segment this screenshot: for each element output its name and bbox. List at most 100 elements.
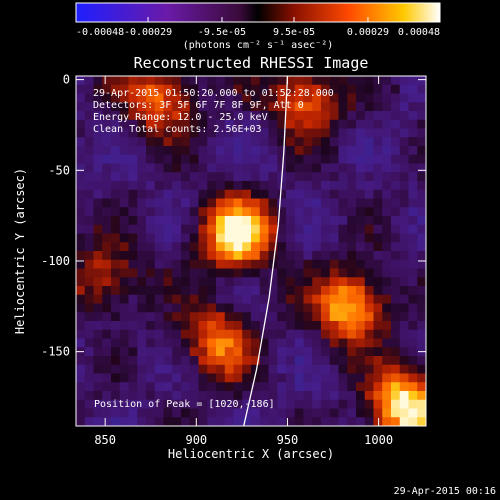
heatmap-cell bbox=[347, 190, 356, 199]
heatmap-cell bbox=[190, 286, 199, 295]
heatmap-cell bbox=[365, 76, 374, 85]
heatmap-cell bbox=[129, 339, 138, 348]
heatmap-cell bbox=[155, 242, 164, 251]
heatmap-cell bbox=[251, 199, 260, 208]
heatmap-cell bbox=[409, 242, 418, 251]
heatmap-cell bbox=[312, 269, 321, 278]
heatmap-cell bbox=[277, 260, 286, 269]
heatmap-cell bbox=[382, 85, 391, 94]
heatmap-cell bbox=[137, 76, 146, 85]
heatmap-cell bbox=[85, 190, 94, 199]
heatmap-cell bbox=[111, 207, 120, 216]
heatmap-cell bbox=[172, 365, 181, 374]
heatmap-cell bbox=[400, 339, 409, 348]
heatmap-cell bbox=[199, 225, 208, 234]
heatmap-cell bbox=[225, 277, 234, 286]
heatmap-cell bbox=[365, 225, 374, 234]
heatmap-cell bbox=[120, 172, 129, 181]
heatmap-cell bbox=[365, 234, 374, 243]
heatmap-cell bbox=[269, 111, 278, 120]
heatmap-cell bbox=[277, 365, 286, 374]
heatmap-cell bbox=[199, 190, 208, 199]
heatmap-cell bbox=[111, 199, 120, 208]
heatmap-cell bbox=[85, 164, 94, 173]
heatmap-cell bbox=[102, 76, 111, 85]
heatmap-cell bbox=[164, 304, 173, 313]
heatmap-cell bbox=[339, 242, 348, 251]
heatmap-cell bbox=[374, 164, 383, 173]
heatmap-cell bbox=[374, 295, 383, 304]
heatmap-cell bbox=[190, 382, 199, 391]
heatmap-cell bbox=[129, 190, 138, 199]
heatmap-cell bbox=[347, 172, 356, 181]
heatmap-cell bbox=[417, 330, 426, 339]
heatmap-cell bbox=[146, 155, 155, 164]
heatmap-cell bbox=[365, 146, 374, 155]
heatmap-cell bbox=[181, 137, 190, 146]
heatmap-cell bbox=[242, 304, 251, 313]
heatmap-cell bbox=[199, 199, 208, 208]
heatmap-cell bbox=[234, 155, 243, 164]
heatmap-cell bbox=[129, 199, 138, 208]
heatmap-cell bbox=[339, 94, 348, 103]
heatmap-cell bbox=[365, 312, 374, 321]
heatmap-cell bbox=[251, 164, 260, 173]
heatmap-cell bbox=[120, 347, 129, 356]
heatmap-cell bbox=[76, 400, 85, 409]
heatmap-cell bbox=[269, 137, 278, 146]
heatmap-cell bbox=[234, 417, 243, 426]
heatmap-cell bbox=[260, 155, 269, 164]
heatmap-cell bbox=[181, 304, 190, 313]
heatmap-cell bbox=[102, 356, 111, 365]
heatmap-cell bbox=[190, 374, 199, 383]
heatmap-cell bbox=[155, 277, 164, 286]
heatmap-cell bbox=[199, 339, 208, 348]
heatmap-cell bbox=[382, 417, 391, 426]
heatmap-cell bbox=[304, 269, 313, 278]
heatmap-cell bbox=[286, 172, 295, 181]
heatmap-cell bbox=[391, 339, 400, 348]
heatmap-cell bbox=[330, 330, 339, 339]
heatmap-cell bbox=[356, 199, 365, 208]
heatmap-cell bbox=[155, 190, 164, 199]
heatmap-cell bbox=[400, 347, 409, 356]
heatmap-cell bbox=[400, 312, 409, 321]
heatmap-cell bbox=[374, 260, 383, 269]
heatmap-cell bbox=[356, 155, 365, 164]
heatmap-cell bbox=[181, 365, 190, 374]
heatmap-cell bbox=[391, 234, 400, 243]
heatmap-cell bbox=[269, 146, 278, 155]
heatmap-cell bbox=[199, 234, 208, 243]
heatmap-cell bbox=[260, 242, 269, 251]
heatmap-cell bbox=[242, 269, 251, 278]
heatmap-cell bbox=[382, 207, 391, 216]
heatmap-cell bbox=[382, 137, 391, 146]
heatmap-cell bbox=[391, 295, 400, 304]
heatmap-cell bbox=[277, 199, 286, 208]
heatmap-cell bbox=[102, 225, 111, 234]
heatmap-cell bbox=[321, 286, 330, 295]
heatmap-cell bbox=[242, 260, 251, 269]
heatmap-cell bbox=[172, 76, 181, 85]
heatmap-cell bbox=[321, 304, 330, 313]
heatmap-cell bbox=[120, 269, 129, 278]
heatmap-cell bbox=[295, 409, 304, 418]
heatmap-cell bbox=[330, 417, 339, 426]
heatmap-cell bbox=[400, 242, 409, 251]
heatmap-cell bbox=[269, 76, 278, 85]
heatmap-cell bbox=[409, 120, 418, 129]
heatmap-cell bbox=[164, 286, 173, 295]
heatmap-cell bbox=[277, 190, 286, 199]
heatmap-cell bbox=[207, 260, 216, 269]
heatmap-cell bbox=[304, 312, 313, 321]
heatmap-cell bbox=[137, 339, 146, 348]
heatmap-cell bbox=[339, 129, 348, 138]
heatmap-cell bbox=[251, 190, 260, 199]
heatmap-cell bbox=[251, 242, 260, 251]
heatmap-cell bbox=[207, 199, 216, 208]
heatmap-cell bbox=[120, 286, 129, 295]
heatmap-cell bbox=[295, 286, 304, 295]
heatmap-cell bbox=[85, 155, 94, 164]
heatmap-cell bbox=[382, 199, 391, 208]
heatmap-cell bbox=[304, 374, 313, 383]
